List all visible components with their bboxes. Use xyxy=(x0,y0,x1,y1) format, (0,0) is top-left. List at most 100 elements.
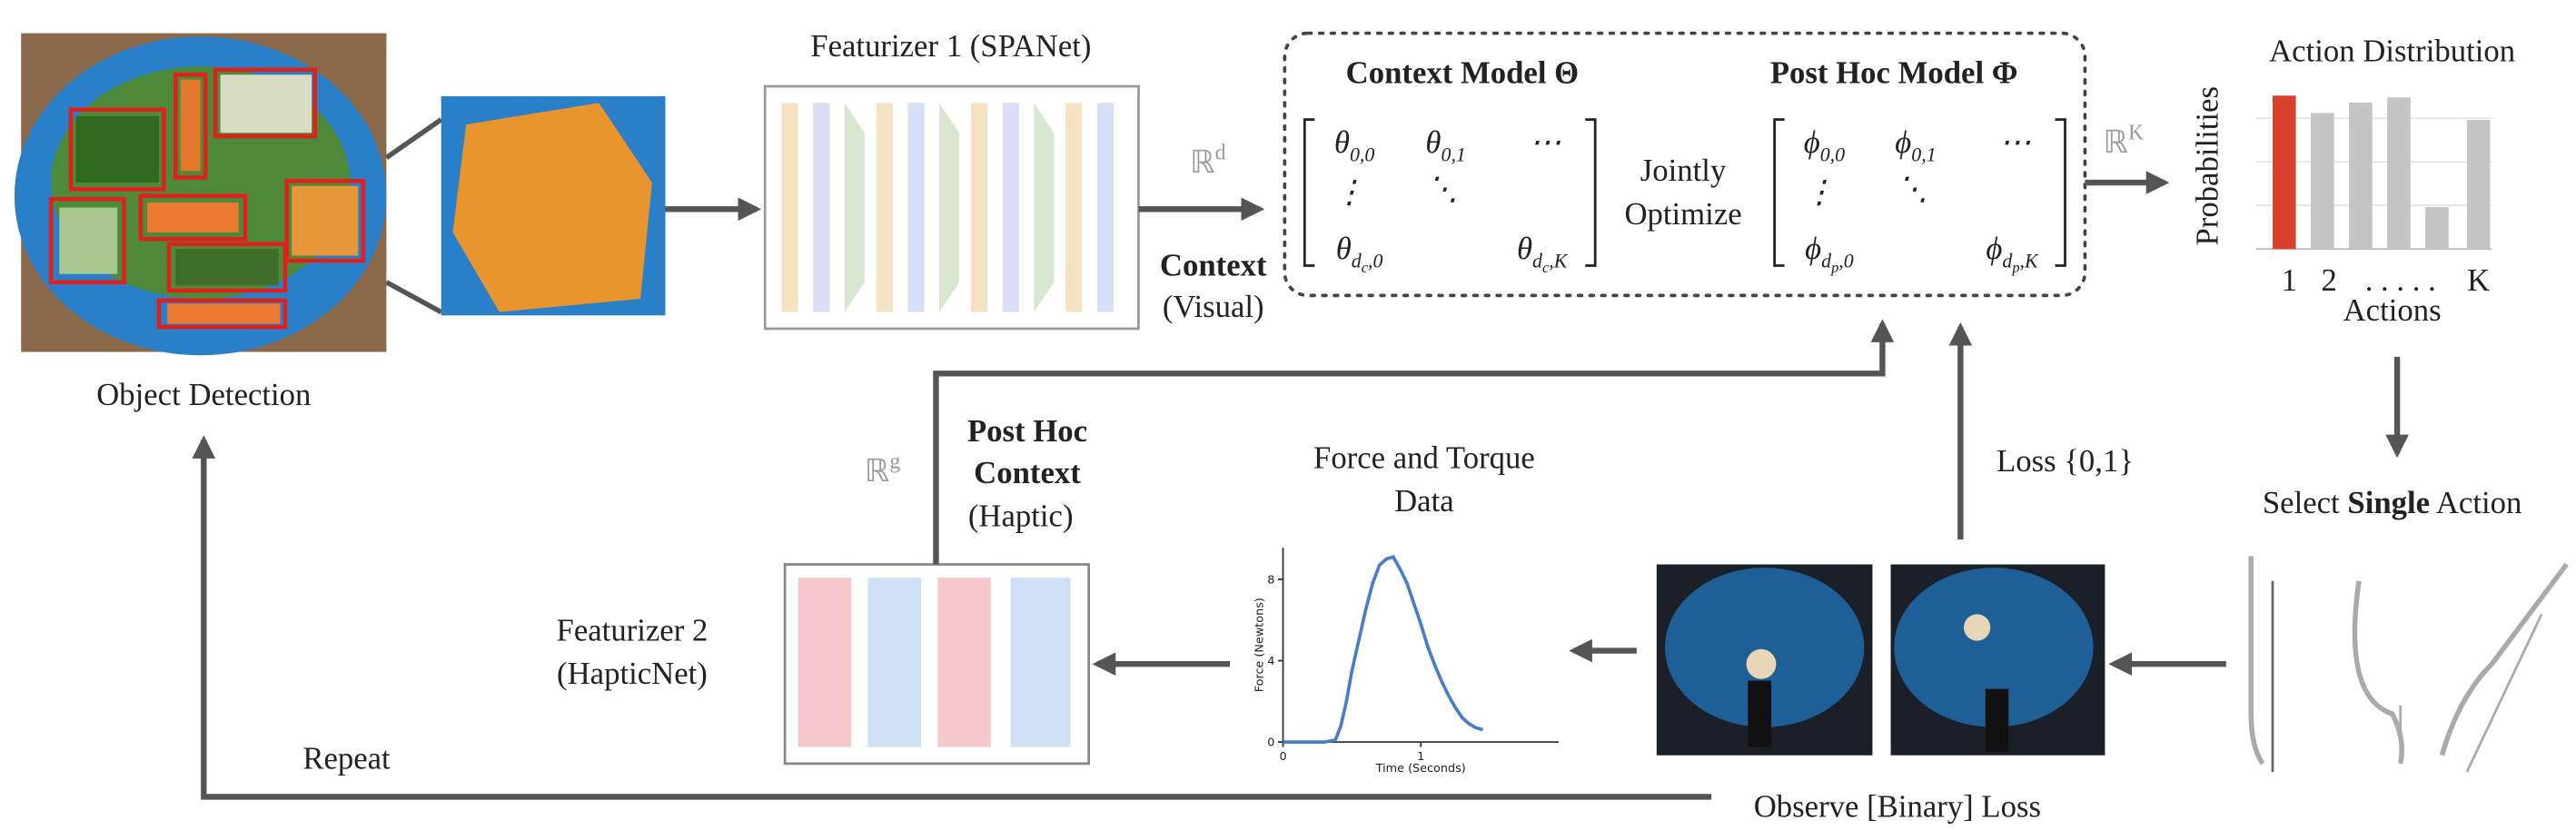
y-axis-label: Force (Newtons) xyxy=(1253,598,1267,692)
symbol: ⋱ xyxy=(1427,171,1459,206)
subscript: c xyxy=(1542,259,1550,276)
x-tick-label: 0 xyxy=(1279,750,1286,764)
bracket xyxy=(2055,118,2066,267)
symbol: ℝ xyxy=(865,453,890,489)
x-tick-label: 2 xyxy=(2321,262,2336,298)
post-hoc-space: ℝg xyxy=(865,450,901,489)
symbol: ⋱ xyxy=(1897,171,1928,206)
x-tick-label: K xyxy=(2467,262,2490,298)
matrix-entry: ⋮ xyxy=(1333,174,1365,210)
post-hoc-matrix: ϕ0,0 ϕ0,1 ⋯⋮ ⋱ϕdp,0 ϕdp,K xyxy=(1773,118,2066,276)
subscript: 0,1 xyxy=(1441,143,1465,165)
matrix-entry: ⋯ xyxy=(1530,124,1561,160)
layer xyxy=(1002,103,1019,312)
superscript: d xyxy=(1215,141,1226,164)
subscript: 0,1 xyxy=(1911,143,1936,165)
post-hoc-context-sublabel: (Haptic) xyxy=(968,498,1074,533)
symbol: θ xyxy=(1517,231,1532,266)
subscript: ,K xyxy=(1549,249,1568,272)
zoom-line xyxy=(385,280,443,315)
arrow xyxy=(192,435,1712,800)
featurizer-1-layers xyxy=(781,103,1115,312)
x-tick-label: 1 xyxy=(2282,262,2297,298)
y-tick-label: 8 xyxy=(1267,574,1274,588)
featurizer-1-title: Featurizer 1 (SPANet) xyxy=(810,28,1091,64)
y-tick-label: 4 xyxy=(1267,655,1274,668)
matrix-entry: ϕdp,K xyxy=(1986,231,2039,276)
subscript: p xyxy=(2011,259,2019,276)
symbol: ϕ xyxy=(1986,231,2002,266)
bar xyxy=(2349,102,2373,250)
bracket xyxy=(1585,118,1597,267)
y-tick-label: 0 xyxy=(1267,736,1274,750)
subscript: ,K xyxy=(2020,249,2039,272)
bar xyxy=(2311,113,2334,250)
axes xyxy=(1282,548,1559,744)
arrow xyxy=(933,319,1895,565)
bar xyxy=(2466,120,2491,250)
bar xyxy=(2273,95,2296,250)
context-matrix: θ0,0 θ0,1 ⋯⋮ ⋱θdc,0 θdc,K xyxy=(1303,118,1597,276)
featurizer-2-line-2: (HapticNet) xyxy=(557,656,708,691)
bracket xyxy=(1303,118,1315,267)
repeat-label: Repeat xyxy=(302,740,391,776)
subscript: 0,0 xyxy=(1350,143,1374,165)
post-hoc-context-line-2: Context xyxy=(974,455,1081,490)
layer xyxy=(781,103,798,312)
matrix-entry: ⋱ xyxy=(1427,171,1459,206)
layer xyxy=(1034,103,1055,312)
x-tick-label: 1 xyxy=(1417,750,1424,764)
superscript: g xyxy=(889,450,900,473)
model-box xyxy=(1283,31,2087,298)
bar xyxy=(2387,97,2411,250)
context-label: Context xyxy=(1160,247,1267,282)
featurizer-2-line-1: Featurizer 2 xyxy=(557,613,708,648)
symbol: θ xyxy=(1334,124,1350,160)
superscript: K xyxy=(2128,122,2144,145)
post-hoc-context-line-1: Post Hoc xyxy=(967,413,1087,449)
matrix-entry: ϕ0,1 xyxy=(1895,124,1936,165)
matrix-entry: ϕ0,0 xyxy=(1804,124,1845,165)
force-line xyxy=(1283,555,1484,744)
context-space: ℝd xyxy=(1190,141,1226,180)
subscript: ,0 xyxy=(1368,249,1382,272)
matrix-entry: ⋱ xyxy=(1897,171,1928,206)
matrix-entry: ⋯ xyxy=(1999,124,2031,160)
symbol: θ xyxy=(1336,231,1352,266)
subscript: 0,0 xyxy=(1820,143,1845,165)
actions-label: Actions xyxy=(2343,292,2442,328)
bar xyxy=(2425,207,2449,250)
layer xyxy=(844,103,865,312)
symbol: ⋯ xyxy=(1999,124,2031,160)
zoom-line xyxy=(384,117,443,160)
probabilities-label: Probabilities xyxy=(2190,86,2225,246)
symbol: ϕ xyxy=(1895,124,1911,160)
featurizer-2-layers xyxy=(798,578,1071,747)
layer xyxy=(939,103,960,312)
observe-label: Observe [Binary] Loss xyxy=(1754,788,2041,824)
crop-photo xyxy=(441,96,666,316)
x-axis-label: Time (Seconds) xyxy=(1375,762,1466,776)
layer xyxy=(907,103,925,312)
matrix-entry: ⋮ xyxy=(1804,174,1836,210)
matrix-entry: θdc,K xyxy=(1517,231,1569,276)
food-photo xyxy=(14,33,387,356)
joint-line-2: Optimize xyxy=(1624,196,1741,232)
symbol: ⋮ xyxy=(1333,174,1365,210)
layer xyxy=(970,103,988,312)
matrix-entry: θ0,0 xyxy=(1334,124,1375,165)
subscript: p xyxy=(1830,259,1838,276)
layer xyxy=(1065,103,1083,312)
matrix-entry: ϕdp,0 xyxy=(1805,231,1854,276)
action-distribution-title: Action Distribution xyxy=(2269,34,2515,69)
matrix-entry: θ0,1 xyxy=(1425,124,1465,165)
subscript: d xyxy=(2002,249,2013,272)
symbol: ℝ xyxy=(1190,144,1215,180)
layer xyxy=(1096,103,1115,312)
text: Action xyxy=(2430,485,2522,520)
layer xyxy=(813,103,830,312)
joint-line-1: Jointly xyxy=(1640,153,1727,188)
